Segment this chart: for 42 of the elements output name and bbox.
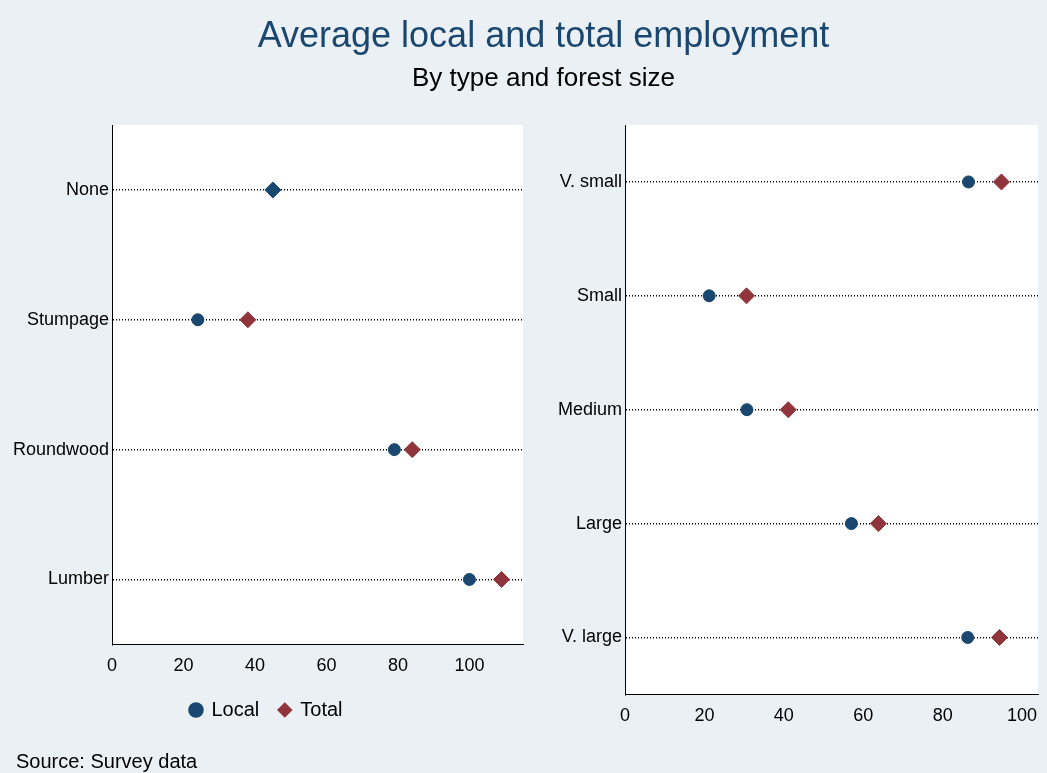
point: [403, 441, 421, 459]
point: [869, 515, 887, 533]
x-tick-label: 80: [932, 705, 953, 726]
x-tick-label: 80: [387, 655, 408, 676]
y-tick-label: V. small: [559, 170, 623, 191]
point: [962, 175, 976, 189]
x-tick-label: 0: [107, 655, 118, 676]
y-tick-label: None: [66, 178, 110, 199]
point: [387, 443, 401, 457]
y-tick-label: Roundwood: [13, 438, 110, 459]
x-tick-label: 40: [773, 705, 794, 726]
point: [740, 403, 754, 417]
x-tick-label: 100: [454, 655, 485, 676]
point: [239, 311, 257, 329]
chart-subtitle: By type and forest size: [411, 62, 676, 93]
x-tick-label: 100: [1007, 705, 1038, 726]
legend-label: Total: [300, 697, 343, 720]
y-tick-label: V. large: [561, 626, 623, 647]
y-tick-label: Small: [577, 284, 623, 305]
point: [493, 570, 511, 588]
y-tick-label: Stumpage: [27, 308, 110, 329]
point: [191, 313, 205, 327]
y-tick-label: Lumber: [48, 568, 110, 589]
x-tick-label: 60: [853, 705, 874, 726]
point: [462, 572, 476, 586]
source-note: Source: Survey data: [16, 750, 198, 773]
point: [738, 287, 756, 305]
point: [702, 289, 716, 303]
point: [990, 628, 1008, 646]
y-tick-label: Large: [575, 512, 623, 533]
point: [992, 173, 1010, 191]
y-tick-label: Medium: [557, 398, 623, 419]
point: [961, 630, 975, 644]
point: [844, 517, 858, 531]
x-tick-label: 20: [694, 705, 715, 726]
x-tick-label: 60: [316, 655, 337, 676]
x-tick-label: 40: [244, 655, 266, 676]
legend-label: Local: [211, 697, 260, 720]
chart-title: Average local and total employment: [256, 14, 831, 56]
x-tick-label: 20: [173, 655, 194, 676]
x-tick-label: 0: [620, 705, 631, 726]
point: [779, 401, 797, 419]
